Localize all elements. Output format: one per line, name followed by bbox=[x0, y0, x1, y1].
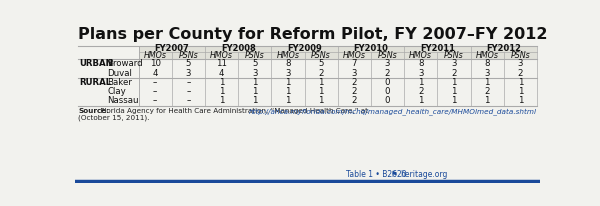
Text: Source:: Source: bbox=[78, 108, 109, 114]
Text: 3: 3 bbox=[418, 69, 424, 78]
Text: PSNs: PSNs bbox=[377, 52, 397, 60]
Text: 1: 1 bbox=[518, 96, 523, 105]
Text: http://ahca.myflorida.com/mchq/managed_health_care/MHMOlmed_data.shtml: http://ahca.myflorida.com/mchq/managed_h… bbox=[248, 108, 536, 115]
Text: HMOs: HMOs bbox=[277, 52, 299, 60]
Text: PSNs: PSNs bbox=[311, 52, 331, 60]
Text: 2: 2 bbox=[451, 69, 457, 78]
Bar bbox=[139, 46, 537, 59]
Text: Plans per County for Reform Pilot, FY 2007–FY 2012: Plans per County for Reform Pilot, FY 20… bbox=[78, 27, 548, 42]
Text: –: – bbox=[153, 87, 157, 96]
Text: 7: 7 bbox=[352, 60, 357, 68]
Text: 2: 2 bbox=[518, 69, 523, 78]
Text: 2: 2 bbox=[319, 69, 324, 78]
Text: 1: 1 bbox=[518, 78, 523, 87]
Text: PSNs: PSNs bbox=[511, 52, 530, 60]
Text: 3: 3 bbox=[518, 60, 523, 68]
Text: FY2009: FY2009 bbox=[287, 44, 322, 54]
Text: 1: 1 bbox=[219, 96, 224, 105]
Text: 1: 1 bbox=[285, 78, 290, 87]
Text: 3: 3 bbox=[185, 69, 191, 78]
Text: 1: 1 bbox=[285, 87, 290, 96]
Text: 8: 8 bbox=[418, 60, 424, 68]
Text: Clay: Clay bbox=[107, 87, 127, 96]
Text: 1: 1 bbox=[451, 87, 457, 96]
Text: FY2008: FY2008 bbox=[221, 44, 256, 54]
Text: 2: 2 bbox=[418, 87, 424, 96]
Text: FY2010: FY2010 bbox=[353, 44, 388, 54]
Text: Nassau: Nassau bbox=[107, 96, 139, 105]
Text: 1: 1 bbox=[418, 96, 424, 105]
Text: HMOs: HMOs bbox=[143, 52, 167, 60]
Text: 11: 11 bbox=[216, 60, 227, 68]
Text: 0: 0 bbox=[385, 87, 390, 96]
Text: 1: 1 bbox=[319, 96, 324, 105]
Text: 8: 8 bbox=[484, 60, 490, 68]
Text: 1: 1 bbox=[252, 96, 257, 105]
Text: 3: 3 bbox=[252, 69, 257, 78]
Text: heritage.org: heritage.org bbox=[401, 170, 448, 179]
Text: 10: 10 bbox=[149, 60, 161, 68]
Text: 3: 3 bbox=[285, 69, 290, 78]
Text: Duval: Duval bbox=[107, 69, 133, 78]
Text: 2: 2 bbox=[484, 87, 490, 96]
Text: 1: 1 bbox=[319, 78, 324, 87]
Text: 3: 3 bbox=[451, 60, 457, 68]
Text: 2: 2 bbox=[352, 87, 357, 96]
Text: (October 15, 2011).: (October 15, 2011). bbox=[78, 114, 149, 121]
Text: 4: 4 bbox=[219, 69, 224, 78]
Text: 5: 5 bbox=[319, 60, 324, 68]
Text: 1: 1 bbox=[418, 78, 424, 87]
Text: 1: 1 bbox=[252, 87, 257, 96]
Text: HMOs: HMOs bbox=[409, 52, 432, 60]
Text: HMOs: HMOs bbox=[210, 52, 233, 60]
Text: FY2011: FY2011 bbox=[420, 44, 455, 54]
Text: RURAL: RURAL bbox=[79, 78, 111, 87]
Text: 1: 1 bbox=[484, 78, 490, 87]
Text: URBAN: URBAN bbox=[79, 60, 113, 68]
Text: 0: 0 bbox=[385, 78, 390, 87]
Text: 1: 1 bbox=[451, 78, 457, 87]
Text: PSNs: PSNs bbox=[444, 52, 464, 60]
Text: 1: 1 bbox=[252, 78, 257, 87]
Text: 1: 1 bbox=[484, 96, 490, 105]
Text: 1: 1 bbox=[219, 78, 224, 87]
Text: 2: 2 bbox=[352, 96, 357, 105]
Text: Florida Agency for Health Care Administration, “Managed Health Care,” at: Florida Agency for Health Care Administr… bbox=[98, 108, 371, 114]
Text: ⚑: ⚑ bbox=[391, 170, 398, 179]
Text: 5: 5 bbox=[185, 60, 191, 68]
Text: 0: 0 bbox=[385, 96, 390, 105]
Text: FY2012: FY2012 bbox=[486, 44, 521, 54]
Text: 3: 3 bbox=[385, 60, 390, 68]
Text: 1: 1 bbox=[285, 96, 290, 105]
Text: 3: 3 bbox=[352, 69, 357, 78]
Text: HMOs: HMOs bbox=[343, 52, 366, 60]
Text: –: – bbox=[153, 78, 157, 87]
Text: FY2007: FY2007 bbox=[154, 44, 189, 54]
Text: Broward: Broward bbox=[107, 60, 143, 68]
Text: Baker: Baker bbox=[107, 78, 133, 87]
Text: 5: 5 bbox=[252, 60, 257, 68]
Text: –: – bbox=[153, 96, 157, 105]
Text: 3: 3 bbox=[484, 69, 490, 78]
Text: Table 1 • B2620: Table 1 • B2620 bbox=[346, 170, 412, 179]
Text: PSNs: PSNs bbox=[178, 52, 198, 60]
Text: 1: 1 bbox=[219, 87, 224, 96]
Text: –: – bbox=[186, 78, 191, 87]
Text: HMOs: HMOs bbox=[476, 52, 499, 60]
Text: 1: 1 bbox=[518, 87, 523, 96]
Text: 4: 4 bbox=[152, 69, 158, 78]
Text: –: – bbox=[186, 96, 191, 105]
Text: 1: 1 bbox=[319, 87, 324, 96]
Text: PSNs: PSNs bbox=[245, 52, 265, 60]
Text: 1: 1 bbox=[451, 96, 457, 105]
Text: –: – bbox=[186, 87, 191, 96]
Text: 8: 8 bbox=[285, 60, 290, 68]
Text: 2: 2 bbox=[352, 78, 357, 87]
Text: 2: 2 bbox=[385, 69, 390, 78]
